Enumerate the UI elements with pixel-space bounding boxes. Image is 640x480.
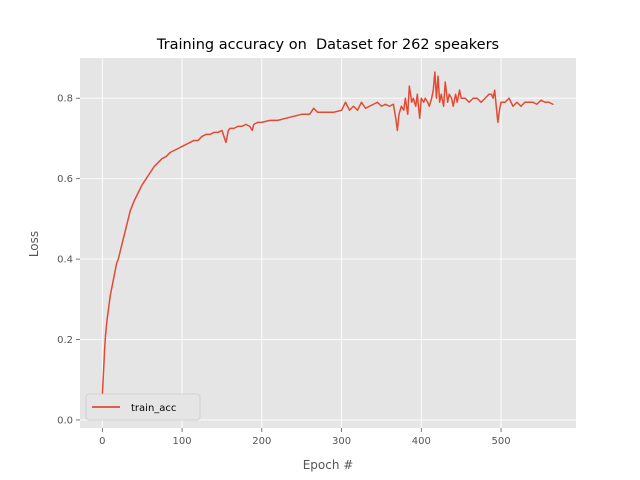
x-gridlines	[101, 58, 502, 428]
legend-box	[85, 393, 201, 421]
y-tick-label: 0.4	[57, 255, 73, 266]
plot-area	[80, 58, 576, 428]
x-tick-label: 200	[252, 436, 271, 447]
y-axis-ticks: 0.0 0.2 0.4 0.6 0.8	[57, 94, 80, 426]
series-layer	[101, 71, 554, 397]
x-tick-label: 500	[491, 436, 510, 447]
y-tick-label: 0.0	[57, 415, 73, 426]
y-tick-label: 0.2	[57, 335, 73, 346]
y-axis-label: Loss	[27, 231, 41, 257]
y-tick-label: 0.6	[57, 174, 73, 185]
series-line-train-acc	[101, 71, 554, 397]
x-tick-label: 300	[332, 436, 351, 447]
x-tick-label: 400	[412, 436, 431, 447]
x-tick-label: 100	[173, 436, 192, 447]
y-tick-label: 0.8	[57, 94, 73, 105]
x-axis-label: Epoch #	[303, 458, 354, 472]
legend-label-train-acc: train_acc	[131, 403, 176, 414]
legend: train_acc	[85, 393, 201, 421]
x-axis-ticks: 0 100 200 300 400 500	[99, 428, 511, 447]
x-tick-label: 0	[99, 436, 105, 447]
chart-title: Training accuracy on Dataset for 262 spe…	[156, 37, 499, 53]
